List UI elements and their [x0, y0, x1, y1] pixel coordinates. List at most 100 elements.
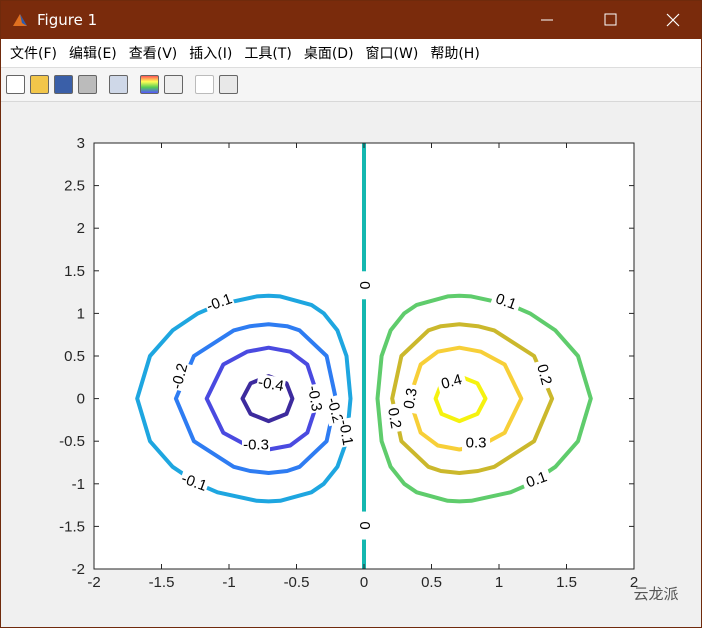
contour-line [375, 293, 593, 504]
contour-label-bg [321, 394, 347, 427]
x-tick-label: -1 [222, 574, 235, 591]
contour-label: 0 [355, 511, 373, 540]
menu-item[interactable]: 窗口(W) [365, 46, 419, 62]
contour-label: 0.2 [382, 402, 405, 434]
contour-label-bg [203, 289, 236, 317]
y-tick-label: 2 [77, 220, 85, 237]
menu-item[interactable]: 帮助(H) [430, 46, 480, 62]
contour-label-bg [333, 417, 357, 449]
y-tick-label: -0.5 [59, 433, 85, 450]
close[interactable] [666, 13, 680, 27]
y-tick-label: 0 [77, 391, 85, 408]
contour-label: 0.1 [520, 467, 554, 494]
contour-label-bg [168, 360, 193, 393]
contour-label-text: 0.3 [401, 387, 421, 410]
contour-label-text: 0 [356, 281, 373, 289]
menu-item[interactable]: 插入(I) [189, 46, 233, 62]
menu-item[interactable]: 编辑(E) [68, 46, 117, 62]
contour-label-text: -0.1 [335, 418, 356, 446]
menu-item[interactable]: 文件(F) [10, 46, 57, 62]
x-tick-label: -2 [87, 574, 100, 591]
contour-label-bg [462, 434, 491, 453]
y-tick-label: 1.5 [64, 263, 85, 280]
pointer-button[interactable] [195, 75, 214, 94]
toolbar [1, 68, 701, 102]
y-tick-label: 3 [77, 135, 85, 152]
y-tick-label: -1.5 [59, 518, 85, 535]
app-icon [13, 14, 27, 26]
legend-button[interactable] [164, 75, 183, 94]
contour-label-bg [177, 469, 211, 497]
property-button[interactable] [219, 75, 238, 94]
contour-label-bg [399, 383, 423, 414]
window-controls[interactable] [501, 1, 701, 39]
contour-label: -0.2 [321, 394, 347, 427]
contour-line [173, 322, 338, 475]
x-tick-label: -0.5 [284, 574, 310, 591]
contour-label-bg [435, 370, 468, 395]
new-button[interactable] [6, 75, 25, 94]
watermark: 云龙派 [633, 586, 678, 603]
contour-label: 0.1 [489, 289, 522, 316]
menu-item[interactable]: 查看(V) [128, 46, 178, 62]
y-tick-label: 2.5 [64, 178, 85, 195]
contour-label-text: -0.3 [243, 436, 269, 453]
print-button[interactable] [78, 75, 97, 94]
contour-label-text: -0.4 [257, 374, 285, 395]
contour-label: 0.2 [531, 358, 556, 391]
x-tick-label: 1 [495, 574, 503, 591]
contour-label-bg [302, 383, 326, 414]
contour-label-bg [355, 271, 373, 300]
contour-label-text: 0.2 [384, 406, 404, 429]
title-bar: Figure 1 [1, 1, 701, 39]
contour-label-bg [242, 436, 270, 455]
contour-label-bg [520, 467, 554, 494]
contour-label: 0 [355, 271, 373, 300]
chart: 云龙派 -0.4 -0.3-0.3-0.2-0.2-0.1-0.1-0.1000.… [59, 135, 678, 603]
contour-label: -0.3 [302, 383, 326, 414]
menu-bar: 文件(F) 编辑(E) 查看(V) 插入(I) 工具(T) 桌面(D) 窗口(W) 帮助(H) [1, 39, 701, 68]
contour-label: 0.4 [435, 370, 468, 395]
open-button[interactable] [30, 75, 49, 94]
contour-label-bg [255, 373, 287, 397]
y-tick-label: 1 [77, 305, 85, 322]
contour-label: -0.4 [255, 373, 287, 397]
contour-label: -0.1 [333, 417, 357, 449]
y-tick-label: 0.5 [64, 348, 85, 365]
menu-item[interactable]: 桌面(D) [303, 46, 354, 62]
contour-label-text: 0.4 [439, 371, 464, 393]
x-tick-label: 2 [630, 574, 638, 591]
colorbar-button[interactable] [140, 75, 159, 94]
contour-label-text: 0.3 [466, 435, 487, 452]
contour-label: 0.3 [399, 383, 423, 414]
contour-line [135, 293, 353, 504]
contour-label: 0.3 [462, 434, 491, 453]
contour-line [204, 345, 321, 452]
contour-label-bg [531, 358, 556, 391]
x-tick-label: -1.5 [149, 574, 175, 591]
contour-label-text: 0.2 [533, 362, 555, 387]
contour-label-text: 0 [356, 521, 373, 529]
contour-label-text: 0.1 [493, 290, 518, 313]
contour-label-bg [355, 511, 373, 540]
save-button[interactable] [54, 75, 73, 94]
x-tick-label: 1.5 [556, 574, 577, 591]
y-tick-label: -2 [72, 561, 85, 578]
link-button[interactable] [109, 75, 128, 94]
contour-label-bg [489, 289, 522, 316]
window-title: Figure 1 [37, 11, 98, 29]
contour-line [407, 345, 524, 452]
contour-label-bg [382, 402, 405, 434]
y-tick-label: -1 [72, 476, 85, 493]
contour-label-text: 0.1 [524, 468, 549, 491]
menu-item[interactable]: 工具(T) [244, 46, 292, 62]
x-tick-label: 0 [360, 574, 368, 591]
contour-line [390, 322, 555, 475]
contour-label-text: -0.2 [168, 362, 191, 391]
x-tick-label: 0.5 [421, 574, 442, 591]
contour-label: -0.2 [168, 360, 193, 393]
contour-label-text: -0.2 [323, 396, 346, 425]
contour-label-text: -0.3 [304, 384, 325, 412]
maximize[interactable] [604, 13, 617, 26]
